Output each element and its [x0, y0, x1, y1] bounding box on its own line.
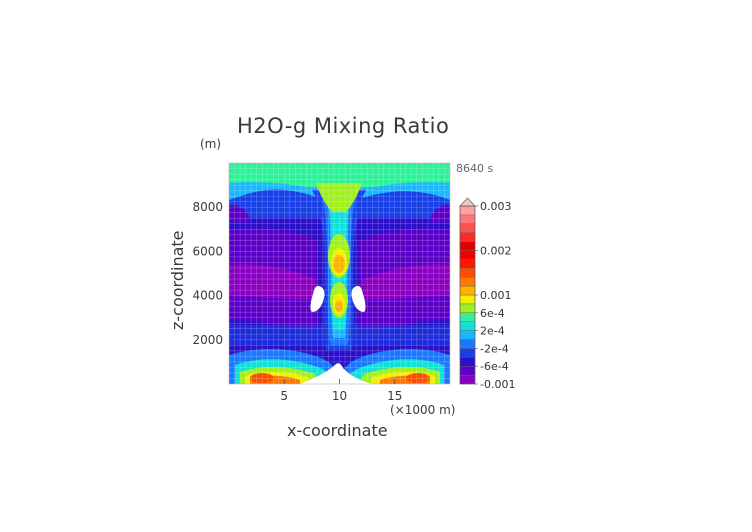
colorbar-extend-arrow [459, 197, 476, 207]
colorbar-segment [459, 294, 476, 305]
contour-field [229, 163, 450, 384]
colorbar-segment [459, 232, 476, 242]
x-axis-unit: (×1000 m) [390, 403, 456, 417]
colorbar-segment [459, 241, 476, 251]
y-tick-label: 4000 [192, 289, 223, 303]
x-axis-title: x-coordinate [287, 421, 388, 440]
colorbar-segment [459, 339, 476, 349]
colorbar-segment [459, 374, 476, 385]
y-axis-ticks: 2000 4000 6000 8000 [192, 200, 234, 347]
x-axis-ticks: 5 10 15 [280, 379, 402, 403]
colorbar-segment [459, 214, 476, 224]
colorbar-segment [459, 357, 476, 367]
colorbar-segment [459, 330, 476, 340]
colorbar-segment [459, 348, 476, 358]
colorbar-segment [459, 250, 476, 260]
colorbar-label: -2e-4 [480, 342, 509, 355]
colorbar: 0.003 0.002 0.001 6e-4 2e-4 -2e-4 -6e-4 -0.001 [459, 197, 515, 391]
x-tick-label: 10 [332, 389, 347, 403]
x-tick-label: 15 [387, 389, 402, 403]
plot-title: H2O-g Mixing Ratio [237, 114, 450, 138]
x-tick-label: 5 [280, 389, 288, 403]
y-tick-label: 6000 [192, 244, 223, 258]
time-label: 8640 s [456, 162, 494, 175]
colorbar-segment [459, 205, 476, 216]
y-tick-label: 2000 [192, 333, 223, 347]
colorbar-segment [459, 312, 476, 322]
colorbar-label: 0.003 [480, 200, 512, 213]
colorbar-segment [459, 277, 476, 287]
y-tick-label: 8000 [192, 200, 223, 214]
colorbar-segment [459, 285, 476, 296]
colorbar-segment [459, 366, 476, 376]
colorbar-label: 0.001 [480, 289, 512, 302]
grid-lines [229, 163, 450, 384]
colorbar-segment [459, 268, 476, 278]
colorbar-segment [459, 223, 476, 233]
z-axis-unit: (m) [200, 137, 222, 151]
colorbar-segment [459, 259, 476, 269]
colorbar-segment [459, 303, 476, 313]
colorbar-label: -6e-4 [480, 360, 509, 373]
colorbar-label: 6e-4 [480, 307, 505, 320]
colorbar-segment [459, 321, 476, 331]
colorbar-label: 2e-4 [480, 325, 505, 338]
colorbar-label: -0.001 [480, 378, 515, 391]
colorbar-label: 0.002 [480, 245, 512, 258]
